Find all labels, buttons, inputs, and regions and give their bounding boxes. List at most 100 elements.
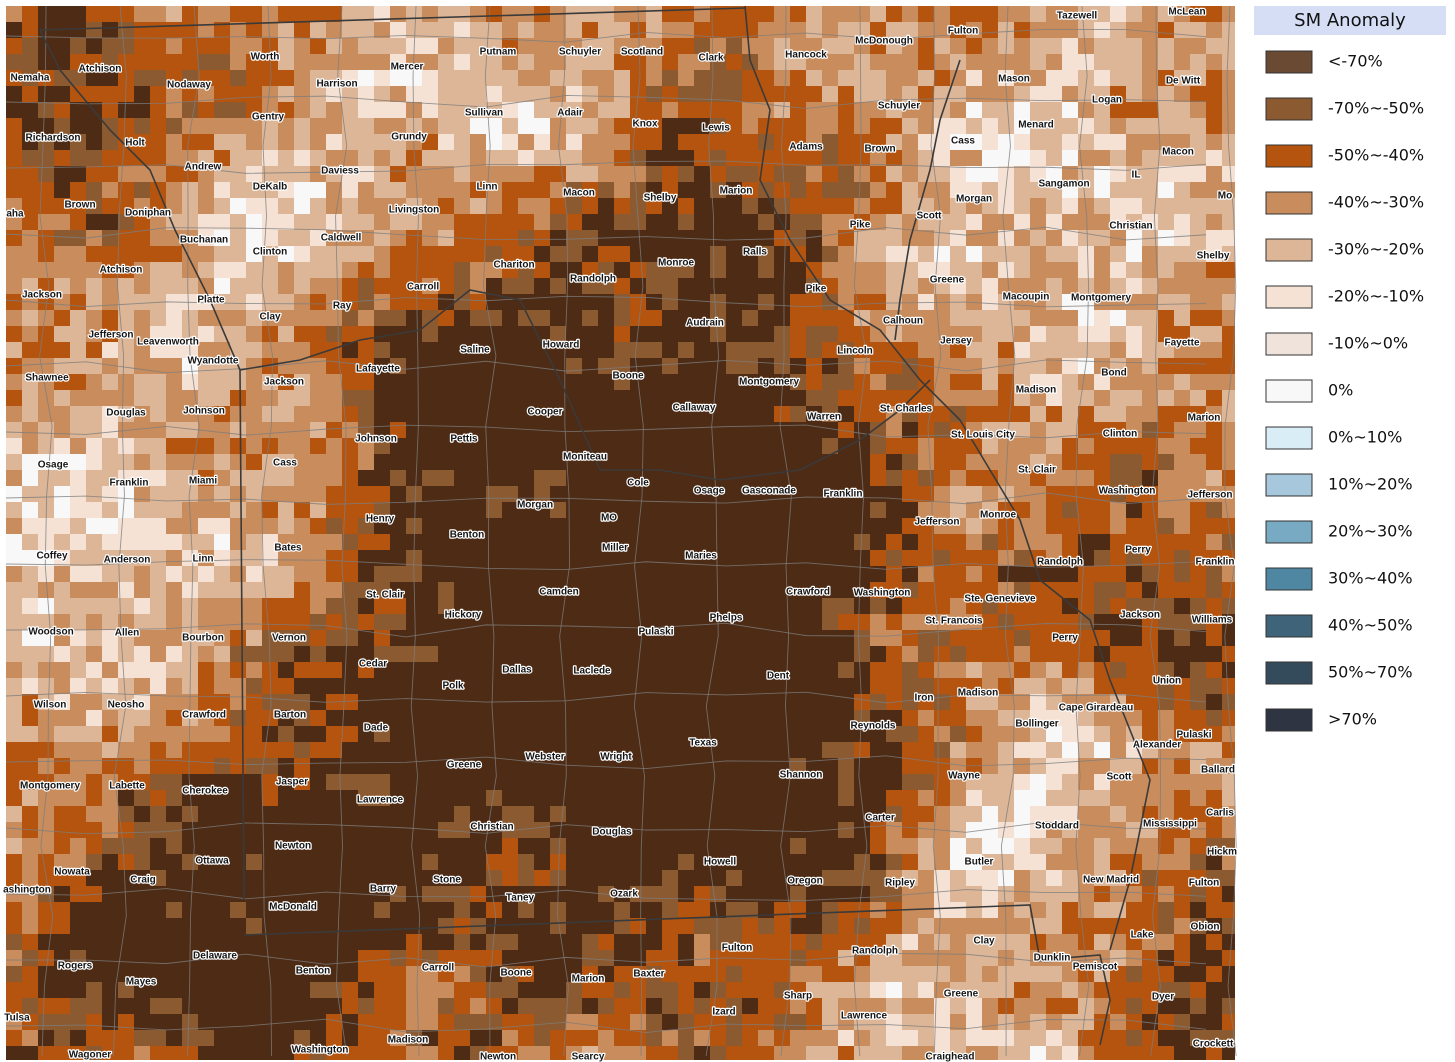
raster-cell	[694, 950, 710, 966]
raster-cell	[838, 406, 854, 422]
raster-cell	[6, 518, 22, 534]
raster-cell	[54, 438, 70, 454]
raster-cell	[390, 838, 406, 854]
raster-cell	[102, 390, 118, 406]
raster-cell	[326, 982, 342, 998]
raster-cell	[646, 38, 662, 54]
raster-cell	[758, 390, 774, 406]
raster-cell	[374, 342, 390, 358]
raster-cell	[198, 598, 214, 614]
raster-cell	[662, 806, 678, 822]
raster-cell	[310, 326, 326, 342]
raster-cell	[758, 678, 774, 694]
raster-cell	[758, 422, 774, 438]
raster-cell	[150, 198, 166, 214]
raster-cell	[566, 454, 582, 470]
raster-cell	[550, 806, 566, 822]
raster-cell	[486, 470, 502, 486]
raster-cell	[1062, 710, 1078, 726]
raster-cell	[22, 438, 38, 454]
raster-cell	[582, 166, 598, 182]
raster-cell	[742, 966, 758, 982]
raster-cell	[774, 742, 790, 758]
raster-cell	[134, 678, 150, 694]
raster-cell	[1222, 310, 1235, 326]
raster-cell	[390, 646, 406, 662]
raster-cell	[838, 806, 854, 822]
raster-cell	[438, 838, 454, 854]
raster-cell	[406, 918, 422, 934]
raster-cell	[646, 854, 662, 870]
raster-cell	[86, 134, 102, 150]
raster-cell	[230, 406, 246, 422]
raster-cell	[966, 598, 982, 614]
raster-cell	[854, 678, 870, 694]
raster-cell	[918, 278, 934, 294]
raster-cell	[1046, 1030, 1062, 1046]
raster-cell	[854, 134, 870, 150]
raster-cell	[70, 598, 86, 614]
raster-cell	[374, 950, 390, 966]
raster-cell	[470, 502, 486, 518]
raster-cell	[454, 150, 470, 166]
raster-cell	[102, 694, 118, 710]
raster-cell	[1142, 310, 1158, 326]
raster-cell	[214, 646, 230, 662]
raster-cell	[294, 406, 310, 422]
raster-cell	[310, 134, 326, 150]
raster-cell	[694, 438, 710, 454]
raster-cell	[422, 662, 438, 678]
raster-cell	[742, 150, 758, 166]
raster-cell	[1206, 950, 1222, 966]
raster-cell	[886, 918, 902, 934]
raster-cell	[662, 726, 678, 742]
raster-cell	[934, 54, 950, 70]
raster-cell	[982, 38, 998, 54]
raster-cell	[710, 886, 726, 902]
raster-cell	[1142, 950, 1158, 966]
raster-cell	[342, 710, 358, 726]
raster-cell	[1158, 374, 1174, 390]
raster-cell	[758, 38, 774, 54]
raster-cell	[454, 742, 470, 758]
raster-cell	[182, 726, 198, 742]
raster-cell	[966, 998, 982, 1014]
raster-cell	[1046, 54, 1062, 70]
raster-cell	[806, 150, 822, 166]
raster-cell	[374, 742, 390, 758]
raster-cell	[934, 70, 950, 86]
raster-cell	[1046, 6, 1062, 22]
raster-cell	[1014, 934, 1030, 950]
raster-cell	[1030, 278, 1046, 294]
raster-cell	[22, 758, 38, 774]
raster-cell	[38, 662, 54, 678]
raster-cell	[1046, 902, 1062, 918]
raster-cell	[342, 102, 358, 118]
raster-cell	[166, 678, 182, 694]
raster-cell	[150, 358, 166, 374]
raster-cell	[902, 390, 918, 406]
raster-cell	[598, 614, 614, 630]
raster-cell	[1062, 390, 1078, 406]
raster-cell	[822, 470, 838, 486]
raster-cell	[566, 166, 582, 182]
raster-cell	[374, 70, 390, 86]
raster-cell	[646, 198, 662, 214]
raster-cell	[1174, 598, 1190, 614]
raster-cell	[374, 134, 390, 150]
raster-cell	[870, 902, 886, 918]
raster-cell	[1110, 70, 1126, 86]
raster-cell	[982, 54, 998, 70]
raster-cell	[278, 198, 294, 214]
raster-cell	[358, 1014, 374, 1030]
raster-cell	[1142, 294, 1158, 310]
raster-cell	[70, 838, 86, 854]
raster-cell	[54, 854, 70, 870]
raster-cell	[646, 518, 662, 534]
raster-cell	[838, 774, 854, 790]
raster-cell	[6, 438, 22, 454]
raster-cell	[1110, 854, 1126, 870]
raster-cell	[182, 790, 198, 806]
raster-cell	[278, 86, 294, 102]
raster-cell	[70, 310, 86, 326]
